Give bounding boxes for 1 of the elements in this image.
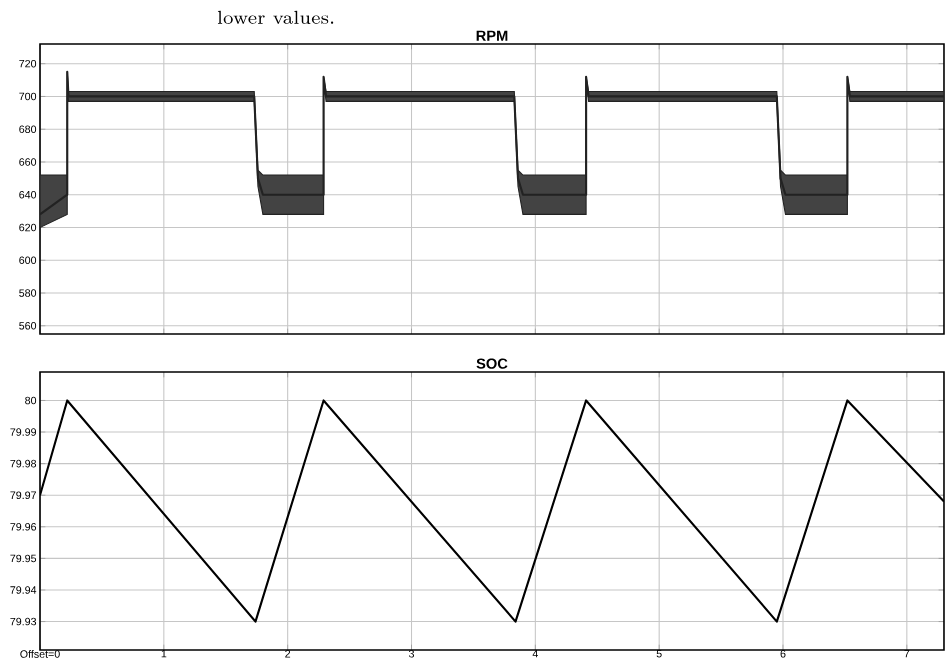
- text: lower values.: [217, 10, 334, 24]
